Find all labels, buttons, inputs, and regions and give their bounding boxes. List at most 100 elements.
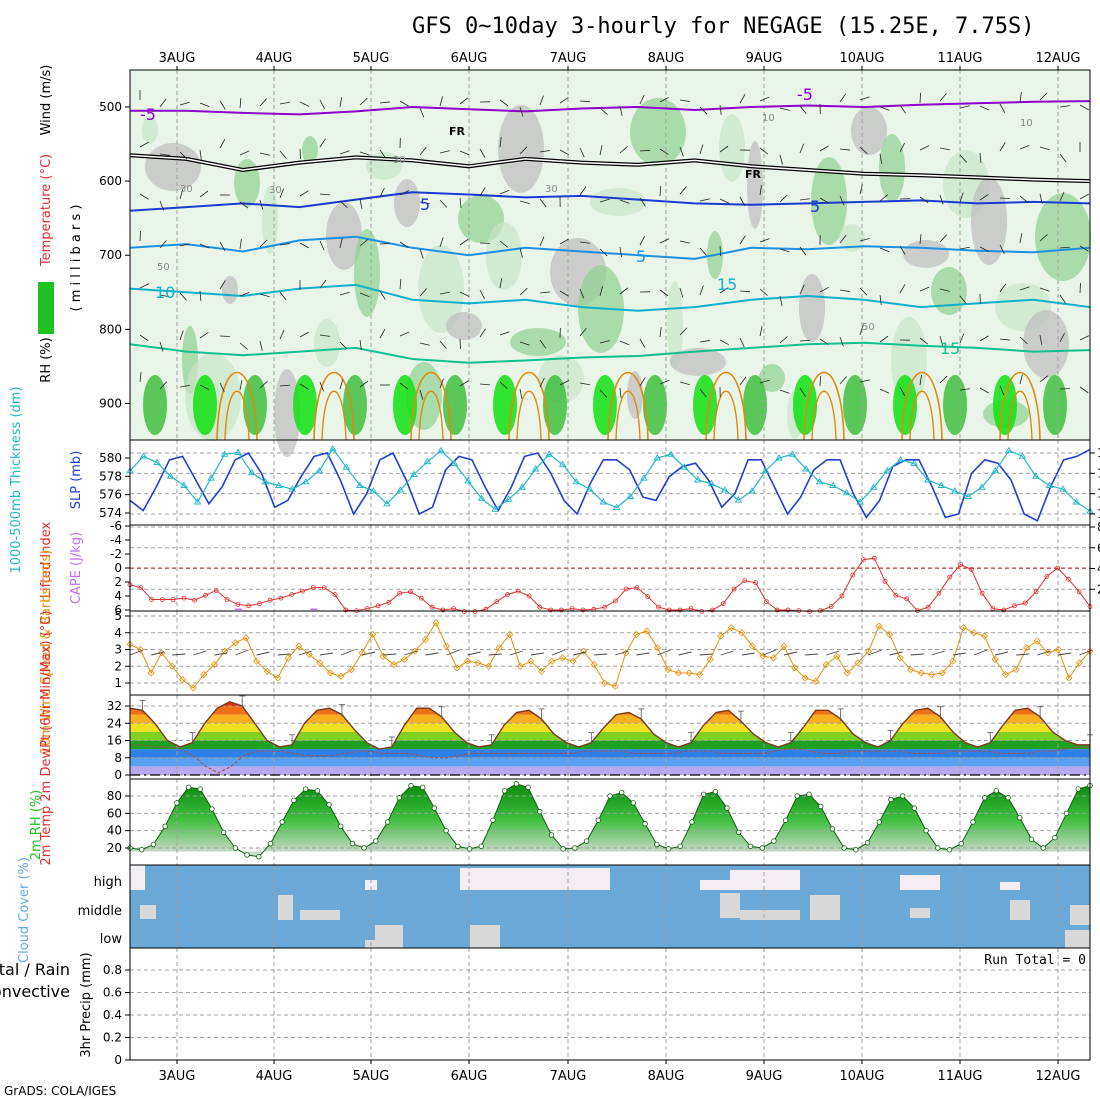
rh-point <box>326 801 332 808</box>
wind-barb <box>719 104 722 115</box>
lifted-index-point <box>375 603 381 609</box>
wind-barb <box>499 331 510 336</box>
wind-barb <box>519 106 524 117</box>
y-tick-label: -2 <box>110 547 122 561</box>
lifted-index-point <box>1001 607 1007 613</box>
y-tick-label: 576 <box>99 488 122 502</box>
rh-point <box>712 788 719 795</box>
top-date-tick-label: 6AUG <box>451 51 488 66</box>
temperature-band <box>130 757 1090 767</box>
wind-barb <box>959 388 970 391</box>
wind-barb <box>539 198 547 208</box>
wind-barb <box>239 98 242 109</box>
wind-barb <box>679 99 690 102</box>
wind-barb <box>899 284 906 294</box>
wind-barb <box>919 286 930 292</box>
rh-shading <box>326 202 362 270</box>
thickness-point <box>653 454 662 461</box>
thickness-point <box>329 444 337 452</box>
wind-barb <box>659 238 670 244</box>
lifted-index-point <box>138 585 144 590</box>
wind-barb <box>699 144 704 155</box>
surface-wind-barb <box>551 649 566 656</box>
wind-barb <box>399 382 409 390</box>
wind-speed-point <box>337 672 345 680</box>
rh-point <box>525 784 531 791</box>
wind-barb <box>579 288 585 299</box>
wind-barb <box>679 240 690 244</box>
wind-barb <box>599 340 610 344</box>
wind-barb <box>259 340 263 351</box>
rh-point <box>818 803 824 810</box>
surface-wind-barb <box>868 649 882 656</box>
surface-wind-barb <box>783 651 798 656</box>
wind-barb <box>599 248 608 257</box>
surface-wind-barb <box>235 649 249 656</box>
wind-barb <box>899 104 906 114</box>
wind-barb <box>199 190 209 198</box>
cloud-gap <box>1065 930 1090 948</box>
isotherm-warm <box>713 390 739 441</box>
y-tick-label: 0 <box>114 561 122 575</box>
cloud-cover-panel: high middle low Cloud Cover (%) <box>17 857 1091 963</box>
lifted-index-point <box>559 607 564 613</box>
rh-point <box>771 838 777 844</box>
cloud-gap <box>460 868 610 890</box>
wind-barb <box>399 190 410 196</box>
lifted-index-point <box>979 590 985 596</box>
rh-shading <box>811 157 847 245</box>
wind-barb <box>579 100 591 103</box>
rh-point <box>806 791 812 797</box>
rh-point <box>654 841 660 848</box>
wind-barb <box>919 92 921 104</box>
wind-barb <box>499 381 508 389</box>
surface-wind-barb <box>910 653 924 656</box>
lifted-index-point <box>332 592 338 597</box>
wind-barb <box>579 327 587 337</box>
wind-barb <box>379 329 386 339</box>
y-tick-label: 900 <box>99 396 122 410</box>
wind-barb <box>279 291 287 301</box>
wind-barb <box>439 150 450 154</box>
y-tick-label: 40 <box>107 824 122 838</box>
wind-barb <box>619 287 629 295</box>
contour-label: -5 <box>797 85 813 104</box>
lifted-index-point <box>321 585 327 590</box>
dewpoint-line <box>130 744 1090 774</box>
bottom-date-tick-label: 6AUG <box>451 1069 488 1084</box>
wind-speed-point <box>305 650 313 659</box>
lifted-index-point <box>947 574 953 580</box>
rh-shading <box>799 274 825 342</box>
rh-point <box>537 808 543 815</box>
thickness-point <box>153 458 161 466</box>
thickness-point <box>261 477 270 485</box>
wind-barb <box>319 193 330 196</box>
rh-point <box>899 793 906 799</box>
cloud-axis-label: Cloud Cover (%) <box>17 857 32 963</box>
lifted-index-point <box>968 567 974 572</box>
cross-section-panel: -5 -5 5 5 5 10 15 15 FR FR 30 30 30 30 50 50 10 10 500 600 7… <box>38 65 1091 457</box>
wind-barb <box>879 153 883 164</box>
temperature-band <box>130 749 1090 758</box>
y-tick-label: 574 <box>99 506 122 520</box>
wind-barb <box>1059 246 1070 249</box>
wind-speed-point <box>769 654 778 662</box>
wind-barb <box>699 198 710 202</box>
wind-barb <box>519 200 530 204</box>
rh-shading <box>234 159 260 207</box>
surface-wind-barb <box>720 650 734 656</box>
top-date-tick-label: 7AUG <box>550 51 587 66</box>
wind-barb <box>139 372 142 383</box>
wind-barb <box>439 199 448 208</box>
lifted-index-point <box>429 604 435 610</box>
rh-point <box>607 793 613 799</box>
rh-shading <box>719 114 745 182</box>
wind-barb <box>599 389 608 398</box>
isotherm-warm <box>321 390 347 441</box>
wind-barb <box>719 245 722 257</box>
lifted-index-point <box>224 597 230 602</box>
wind-speed-point <box>1044 649 1052 657</box>
lifted-index-point <box>505 592 510 597</box>
wind-barb <box>259 239 268 248</box>
rh-point <box>197 786 203 792</box>
